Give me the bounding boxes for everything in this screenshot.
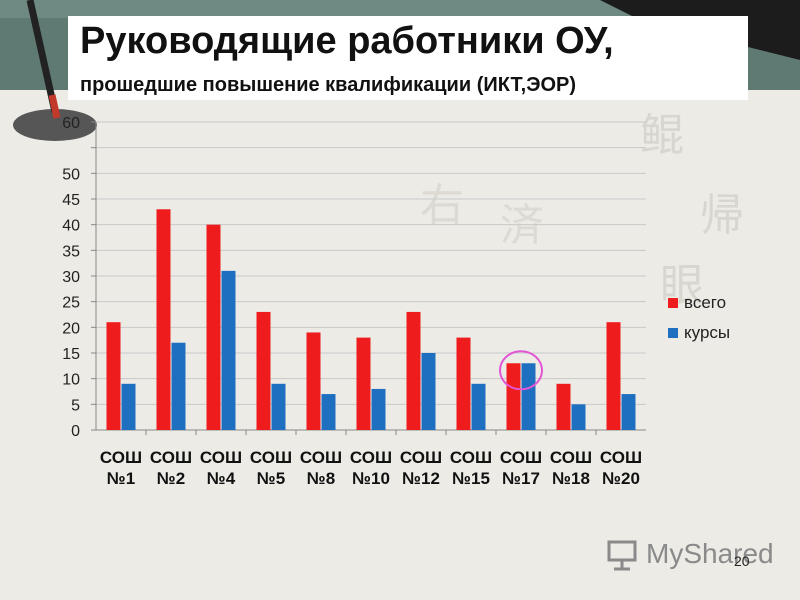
bar-courses [321,394,336,430]
y-tick-label: 0 [71,423,80,440]
legend: всего курсы [668,293,730,342]
bar-courses [471,383,486,430]
watermark-text: MyShared [646,538,774,569]
x-tick-label: СОШ [150,448,192,467]
brush-handle [26,0,59,113]
x-tick-label: СОШ [200,448,242,467]
bar-courses [271,383,286,430]
legend-label: всего [684,293,726,312]
x-tick-label: №10 [352,469,390,488]
x-tick-label: СОШ [250,448,292,467]
bar-total [606,322,621,430]
bar-courses [571,404,586,430]
highlight-ellipse [499,350,543,391]
bar-courses [371,388,386,430]
x-tick-label: СОШ [400,448,442,467]
highlight-circle [499,350,543,391]
x-tick-label: №1 [107,469,135,488]
bar-total [156,209,171,430]
bar-courses [621,394,636,430]
y-tick-label: 60 [62,115,80,132]
legend-label: курсы [684,323,730,342]
grid-lines [96,121,646,431]
bar-total [406,311,421,430]
bar-courses [171,342,186,430]
y-tick-label: 40 [62,218,80,235]
x-tick-label: СОШ [100,448,142,467]
bar-courses [221,270,236,430]
y-tick-label: 20 [62,320,80,337]
x-tick-label: №2 [157,469,185,488]
x-tick-label: СОШ [550,448,592,467]
bar-courses [521,363,536,430]
x-tick-label: №8 [307,469,335,488]
y-tick-label: 50 [62,166,80,183]
bar-total [206,224,221,430]
svg-text:済: 済 [500,200,544,251]
bar-courses [421,353,436,430]
y-tick-label: 35 [62,243,80,260]
y-axis: 0 5 10 15 20 25 30 35 40 45 50 60 [62,115,646,440]
bar-total [356,337,371,430]
svg-text:帰: 帰 [700,190,744,241]
bar-total [306,332,321,430]
x-tick-label: СОШ [600,448,642,467]
page-number: 20 [734,553,750,569]
svg-text:右: 右 [420,180,464,231]
x-tick-label: СОШ [500,448,542,467]
slide-subtitle: прошедшие повышение квалификации (ИКТ,ЭО… [80,74,576,96]
x-tick-label: №18 [552,469,590,488]
bar-total [556,383,571,430]
y-tick-label: 15 [62,346,80,363]
x-tick-label: СОШ [300,448,342,467]
x-tick-label: №12 [402,469,440,488]
bar-total [106,322,121,430]
svg-text:眼: 眼 [660,260,704,311]
x-tick-label: №5 [257,469,285,488]
bar-courses [121,383,136,430]
svg-text:鲲: 鲲 [640,110,684,161]
bars [106,209,636,430]
x-tick-label: №17 [502,469,540,488]
title-box: Руководящие работники ОУ, прошедшие повы… [68,16,748,100]
x-tick-label: СОШ [350,448,392,467]
y-tick-label: 45 [62,192,80,209]
slide-title: Руководящие работники ОУ, [80,20,614,62]
y-tick-label: 25 [62,295,80,312]
x-tick-label: СОШ [450,448,492,467]
x-tick-label: №20 [602,469,640,488]
y-tick-label: 30 [62,269,80,286]
bar-total [256,311,271,430]
y-tick-label: 10 [62,372,80,389]
x-tick-label: №4 [207,469,236,488]
watermark: MyShared [606,536,774,572]
legend-swatch [668,328,678,338]
ink-blot [13,109,97,141]
presentation-icon [607,540,637,571]
bar-total [506,363,521,430]
x-axis-labels: СОШ №1 СОШ №2 СОШ №4 СОШ №5 СОШ №8 СОШ №10 СОШ №12 СОШ… [100,448,642,488]
legend-swatch [668,298,678,308]
x-tick-label: №15 [452,469,490,488]
y-tick-label: 5 [71,397,80,414]
bar-total [456,337,471,430]
